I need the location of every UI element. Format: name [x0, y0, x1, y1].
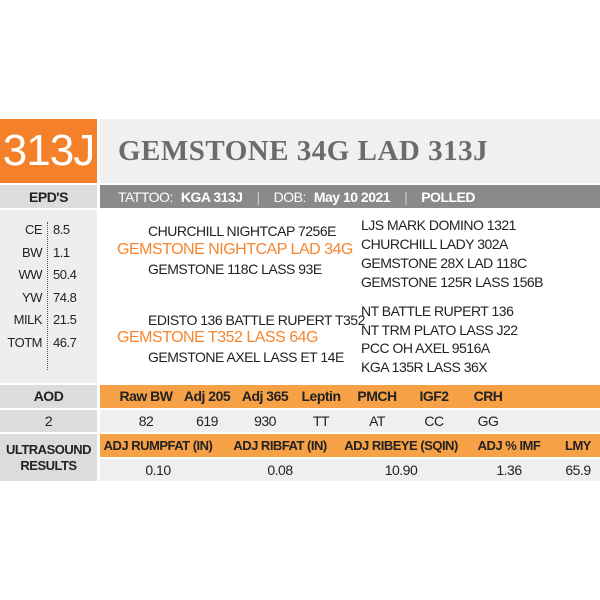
- aod-label: AOD: [0, 385, 97, 408]
- performance-values: [100, 410, 600, 432]
- ultrasound-value-cell: 65.9: [565, 462, 591, 478]
- dam-name: GEMSTONE T352 LASS 64G: [117, 329, 318, 346]
- dob-label: DOB:: [273, 188, 307, 205]
- ultrasound-label-line1: ULTRASOUND: [5, 442, 92, 457]
- epd-value: 21.5: [53, 312, 77, 327]
- epd-value: 50.4: [53, 267, 77, 282]
- performance-header-cell: Adj 365: [241, 388, 289, 404]
- ultrasound-header-cell: LMY: [565, 438, 591, 453]
- sire-dam: GEMSTONE 118C LASS 93E: [148, 261, 322, 277]
- performance-header-cell: Adj 205: [183, 388, 231, 404]
- lot-number-badge: 313J: [0, 119, 97, 183]
- polled-status: POLLED: [421, 188, 475, 205]
- animal-name: GEMSTONE 34G LAD 313J: [118, 135, 489, 167]
- epd-value: 8.5: [53, 222, 70, 237]
- performance-header-cell: PMCH: [357, 388, 397, 404]
- tattoo-label: TATTOO:: [118, 188, 173, 205]
- performance-header-cell: Raw BW: [119, 388, 174, 404]
- epd-panel: [0, 210, 97, 383]
- ultrasound-value-cell: 0.10: [145, 462, 171, 478]
- performance-header-cell: IGF2: [419, 388, 449, 404]
- epd-trait: CE: [24, 222, 43, 237]
- epd-value: 74.8: [53, 289, 77, 305]
- ultrasound-header: [100, 434, 600, 457]
- ultrasound-label-line2: RESULTS: [20, 458, 77, 473]
- grandparent: PCC OH AXEL 9516A: [361, 340, 490, 356]
- sire-sire: CHURCHILL NIGHTCAP 7256E: [148, 223, 336, 239]
- epd-value: 1.1: [53, 244, 70, 260]
- ultrasound-header-cell: ADJ RUMPFAT (IN): [103, 438, 213, 453]
- grandparent: GEMSTONE 28X LAD 118C: [361, 255, 527, 271]
- epd-trait: MILK: [13, 312, 43, 327]
- ultrasound-label: ULTRASOUND RESULTS: [0, 434, 97, 481]
- grandparent: CHURCHILL LADY 302A: [361, 236, 508, 252]
- ultrasound-value-cell: 10.90: [384, 462, 418, 478]
- performance-value-cell: GG: [477, 413, 499, 429]
- performance-header-cell: CRH: [473, 388, 503, 404]
- epd-value: 46.7: [53, 334, 77, 350]
- ultrasound-header-cell: ADJ RIBEYE (SQIN): [344, 438, 458, 453]
- epd-divider: [47, 222, 48, 370]
- separator: |: [256, 188, 260, 205]
- aod-value: 2: [0, 410, 97, 432]
- grandparent: LJS MARK DOMINO 1321: [361, 217, 516, 233]
- tattoo-value: KGA 313J: [180, 188, 243, 205]
- performance-header: [100, 385, 600, 408]
- performance-value-cell: 930: [254, 413, 276, 429]
- grandparent: KGA 135R LASS 36X: [361, 359, 488, 375]
- epd-trait: WW: [18, 267, 42, 282]
- dam-sire: EDISTO 136 BATTLE RUPERT T352: [148, 312, 365, 328]
- ultrasound-header-cell: ADJ % IMF: [477, 438, 541, 453]
- performance-value-cell: 619: [196, 413, 218, 429]
- grandparent: GEMSTONE 125R LASS 156B: [361, 274, 544, 290]
- performance-value-cell: 82: [138, 413, 154, 429]
- dam-dam: GEMSTONE AXEL LASS ET 14E: [148, 349, 344, 365]
- ultrasound-table: ULTRASOUND RESULTS ADJ RUMPFAT (IN) 0.10…: [0, 434, 600, 481]
- performance-value-cell: CC: [424, 413, 444, 429]
- performance-value-cell: AT: [369, 413, 385, 429]
- ultrasound-header-cell: ADJ RIBFAT (IN): [233, 438, 327, 453]
- epd-label: EPD'S: [0, 185, 97, 208]
- title-bar: [100, 119, 600, 183]
- epd-trait: TOTM: [7, 334, 42, 350]
- info-bar: TATTOO: KGA 313J | DOB: May 10 2021 | POLL…: [100, 185, 600, 208]
- ultrasound-values: [100, 459, 600, 481]
- sire-name: GEMSTONE NIGHTCAP LAD 34G: [117, 241, 353, 258]
- epd-trait: BW: [22, 244, 42, 260]
- performance-table: AOD 2 Raw BW 82 Adj 205 619 Adj 365 930 Lep…: [0, 385, 600, 432]
- grandparent: NT BATTLE RUPERT 136: [361, 303, 514, 319]
- performance-header-cell: Leptin: [301, 388, 342, 404]
- ultrasound-value-cell: 1.36: [496, 462, 522, 478]
- performance-value-cell: TT: [312, 413, 330, 429]
- dob-value: May 10 2021: [313, 188, 391, 205]
- epd-trait: YW: [22, 289, 42, 305]
- grandparent: NT TRM PLATO LASS J22: [361, 322, 518, 338]
- ultrasound-value-cell: 0.08: [267, 462, 293, 478]
- separator: |: [404, 188, 408, 205]
